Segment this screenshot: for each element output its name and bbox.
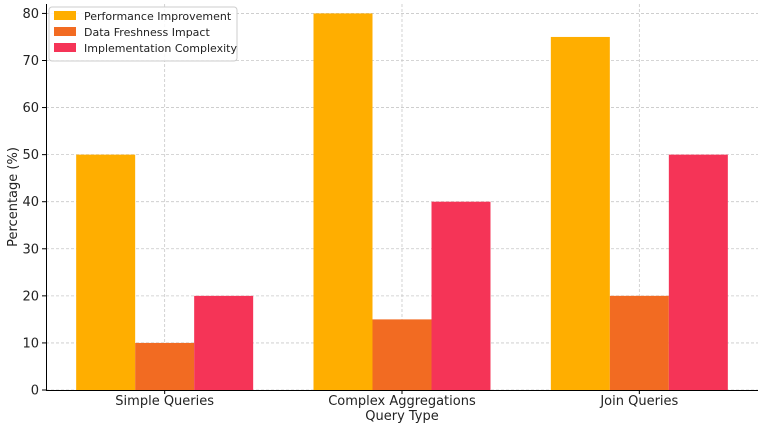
bar	[550, 36, 610, 390]
x-tick-label: Join Queries	[599, 394, 678, 409]
bar	[194, 295, 254, 390]
legend-swatch	[54, 43, 76, 52]
legend-label: Implementation Complexity	[84, 42, 237, 55]
bars	[76, 13, 728, 390]
x-tick-label: Complex Aggregations	[328, 394, 476, 409]
y-ticks: 0 10 20 30 40 50 60 70 80	[22, 7, 46, 399]
y-tick-label: 70	[22, 54, 39, 69]
bar	[313, 13, 373, 390]
x-axis-label: Query Type	[365, 409, 439, 424]
legend-frame	[48, 6, 238, 62]
y-tick-label: 60	[22, 101, 39, 116]
bar	[609, 295, 669, 390]
legend-label: Data Freshness Impact	[84, 26, 210, 39]
y-tick-label: 20	[22, 289, 39, 304]
y-tick-label: 50	[22, 148, 39, 163]
legend-swatch	[54, 27, 76, 36]
bar	[372, 319, 432, 390]
y-tick-label: 10	[22, 336, 39, 351]
bar	[135, 342, 195, 390]
y-tick-label: 30	[22, 242, 39, 257]
legend: Performance Improvement Data Freshness Im…	[48, 6, 238, 62]
y-tick-label: 0	[31, 384, 39, 399]
legend-swatch	[54, 11, 76, 20]
bar	[76, 154, 136, 390]
y-axis-label: Percentage (%)	[6, 147, 21, 247]
y-tick-label: 40	[22, 195, 39, 210]
y-tick-label: 80	[22, 7, 39, 22]
bar	[431, 201, 491, 390]
bar	[668, 154, 728, 390]
x-ticks: Simple Queries Complex Aggregations Join Q…	[115, 390, 679, 409]
legend-label: Performance Improvement	[84, 10, 232, 23]
x-tick-label: Simple Queries	[115, 394, 214, 409]
